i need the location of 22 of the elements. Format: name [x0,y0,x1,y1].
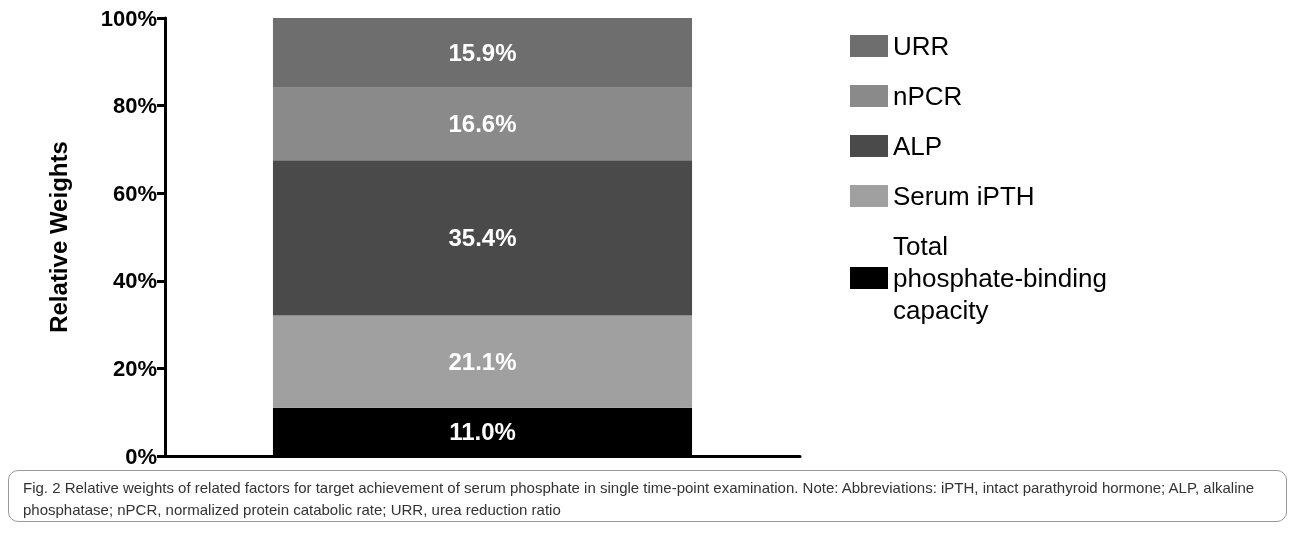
y-tick-label: 0% [125,443,157,469]
y-tick-label: 100% [100,5,157,31]
data-label: 21.1% [448,348,517,376]
legend-label: URR [893,31,950,61]
y-tick-label: 40% [112,268,157,294]
bar [272,160,693,316]
y-tick-label: 60% [112,180,157,206]
y-tick-label: 20% [112,355,157,381]
legend-label: ALP [893,131,943,161]
legend-label: Serum iPTH [893,181,1035,211]
legend-label: nPCR [893,81,963,111]
y-axis-title: Relative Weights [44,141,72,333]
data-label: 35.4% [448,224,517,252]
caption: Fig. 2 Relative weights of related factors for target achievement of serum phosphate in single time-point examination. Note: Abbreviations: iPTH, intact parathyroid hormone; ALP, alkaline phosphatase; nPCR, normalized protein catabolic rate; URR, urea reduction ratio [23,478,1256,520]
data-label: 15.9% [448,39,517,67]
bar [272,315,693,408]
bar [272,18,693,88]
y-tick-label: 80% [112,93,157,119]
bar [272,87,693,161]
legend-label: Total phosphate-binding capacity [893,231,1115,325]
data-label: 16.6% [448,110,517,138]
data-label: 11.0% [449,418,516,446]
